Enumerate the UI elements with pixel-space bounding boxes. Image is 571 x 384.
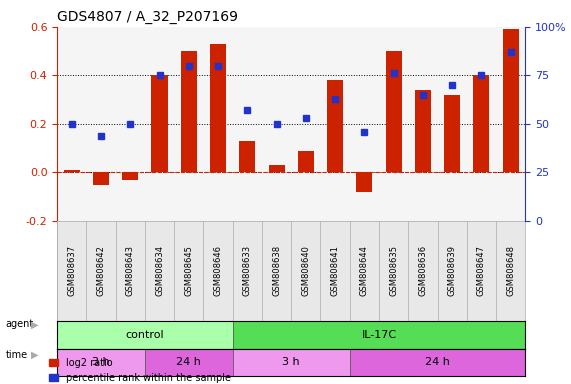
Bar xyxy=(349,349,525,376)
Bar xyxy=(385,51,401,172)
Text: GSM808643: GSM808643 xyxy=(126,245,135,296)
Bar xyxy=(298,151,314,172)
Bar xyxy=(145,349,233,376)
Text: 24 h: 24 h xyxy=(176,358,201,367)
Text: ▶: ▶ xyxy=(31,350,39,360)
Text: GSM808638: GSM808638 xyxy=(272,245,281,296)
Text: GSM808639: GSM808639 xyxy=(448,245,457,296)
Bar xyxy=(57,321,233,349)
Text: GSM808637: GSM808637 xyxy=(67,245,77,296)
Bar xyxy=(181,51,197,172)
Bar xyxy=(268,165,284,172)
Text: GSM808646: GSM808646 xyxy=(214,245,223,296)
Text: GSM808642: GSM808642 xyxy=(96,245,106,296)
Bar xyxy=(233,349,349,376)
Bar xyxy=(57,349,145,376)
Bar xyxy=(502,29,518,172)
Bar xyxy=(356,172,372,192)
Text: GDS4807 / A_32_P207169: GDS4807 / A_32_P207169 xyxy=(57,10,238,25)
Text: agent: agent xyxy=(6,319,34,329)
Text: GSM808641: GSM808641 xyxy=(331,245,340,296)
Bar xyxy=(415,90,431,172)
Text: 24 h: 24 h xyxy=(425,358,450,367)
Bar xyxy=(444,95,460,172)
Text: GSM808640: GSM808640 xyxy=(301,245,311,296)
Text: GSM808644: GSM808644 xyxy=(360,245,369,296)
Legend: log2 ratio, percentile rank within the sample: log2 ratio, percentile rank within the s… xyxy=(45,354,235,384)
Text: GSM808648: GSM808648 xyxy=(506,245,515,296)
Text: ▶: ▶ xyxy=(31,319,39,329)
Text: GSM808636: GSM808636 xyxy=(419,245,428,296)
Text: GSM808633: GSM808633 xyxy=(243,245,252,296)
Text: IL-17C: IL-17C xyxy=(361,330,397,340)
Text: time: time xyxy=(6,350,28,360)
Bar xyxy=(239,141,255,172)
Bar xyxy=(64,170,80,172)
Bar xyxy=(327,80,343,172)
Text: GSM808645: GSM808645 xyxy=(184,245,194,296)
Text: 3 h: 3 h xyxy=(92,358,110,367)
Bar xyxy=(233,321,525,349)
Bar xyxy=(151,75,167,172)
Text: control: control xyxy=(126,330,164,340)
Text: GSM808647: GSM808647 xyxy=(477,245,486,296)
Bar xyxy=(122,172,138,180)
Bar xyxy=(210,44,226,172)
Text: GSM808635: GSM808635 xyxy=(389,245,398,296)
Bar xyxy=(473,75,489,172)
Text: GSM808634: GSM808634 xyxy=(155,245,164,296)
Bar xyxy=(93,172,109,185)
Text: 3 h: 3 h xyxy=(283,358,300,367)
